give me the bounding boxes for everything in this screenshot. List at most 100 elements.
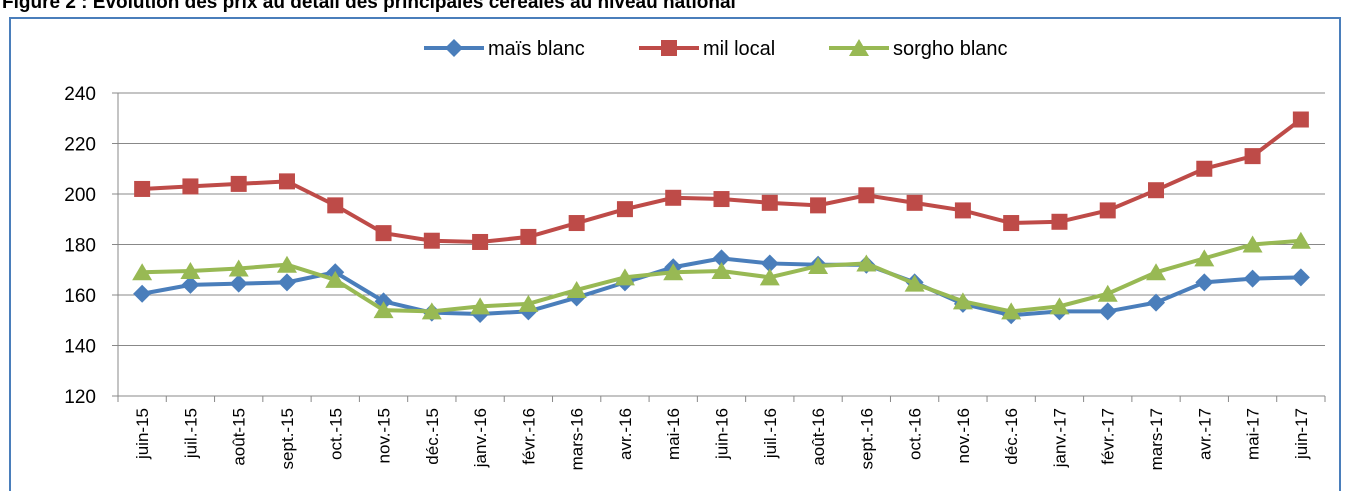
- point: [327, 197, 344, 214]
- point: [810, 197, 827, 214]
- point: [229, 274, 248, 293]
- x-tick-label: avr.-17: [1195, 408, 1214, 460]
- x-tick-label: mars-16: [568, 408, 587, 470]
- x-tick-label: oct.-16: [906, 408, 925, 460]
- point: [761, 194, 778, 211]
- point: [952, 292, 973, 310]
- point: [568, 215, 585, 232]
- x-tick-label: août-16: [809, 408, 828, 466]
- point: [906, 194, 923, 211]
- x-tick-label: juin-15: [133, 408, 152, 460]
- point: [1291, 268, 1310, 287]
- y-tick-label: 160: [64, 286, 96, 307]
- point: [1051, 213, 1068, 230]
- point: [181, 275, 200, 294]
- x-tick-label: févr.-17: [1099, 408, 1118, 465]
- point: [421, 302, 442, 320]
- point: [325, 270, 346, 288]
- x-tick-label: déc.-15: [423, 408, 442, 465]
- point: [954, 202, 971, 219]
- y-tick-label: 240: [64, 84, 96, 105]
- x-tick-label: janv.-17: [1050, 408, 1069, 468]
- point: [1194, 249, 1215, 267]
- point: [423, 232, 440, 249]
- point: [132, 263, 153, 281]
- point: [1049, 297, 1070, 315]
- point: [1243, 269, 1262, 288]
- point: [1292, 111, 1309, 128]
- y-tick-label: 200: [64, 185, 96, 206]
- point: [1244, 148, 1261, 165]
- legend-marker: [661, 40, 677, 56]
- x-tick-label: juin-17: [1292, 408, 1311, 460]
- point: [375, 225, 392, 242]
- point: [711, 262, 732, 280]
- x-tick-label: nov.-15: [375, 408, 394, 463]
- x-tick-label: mai-17: [1244, 408, 1263, 460]
- point: [1148, 182, 1165, 199]
- point: [1147, 293, 1166, 312]
- point: [1146, 263, 1167, 281]
- point: [760, 254, 779, 273]
- x-tick-label: juin-16: [713, 408, 732, 460]
- point: [858, 187, 875, 204]
- point: [276, 255, 297, 273]
- point: [1001, 302, 1022, 320]
- series: [133, 249, 1310, 325]
- point: [472, 233, 489, 250]
- point: [1099, 202, 1116, 219]
- point: [1097, 284, 1118, 302]
- point: [712, 249, 731, 268]
- x-tick-label: sept.-15: [278, 408, 297, 469]
- x-tick-label: mars-17: [1147, 408, 1166, 470]
- point: [1242, 235, 1263, 253]
- point: [759, 268, 780, 286]
- point: [713, 191, 730, 208]
- point: [566, 280, 587, 298]
- point: [1195, 273, 1214, 292]
- point: [373, 301, 394, 319]
- point: [1290, 231, 1311, 249]
- y-tick-label: 140: [64, 337, 96, 358]
- point: [1098, 302, 1117, 321]
- y-tick-label: 120: [64, 387, 96, 408]
- point: [278, 173, 295, 190]
- x-tick-label: nov.-16: [954, 408, 973, 463]
- y-tick-label: 220: [64, 135, 96, 156]
- point: [520, 228, 537, 245]
- point: [230, 175, 247, 192]
- chart-frame: [9, 17, 1341, 491]
- point: [665, 189, 682, 206]
- x-tick-label: janv.-16: [471, 408, 490, 468]
- point: [518, 294, 539, 312]
- point: [133, 284, 152, 303]
- legend-marker: [445, 39, 463, 57]
- point: [616, 201, 633, 218]
- point: [904, 274, 925, 292]
- chart-title: Figure 2 : Evolution des prix au détail …: [2, 0, 736, 13]
- legend-label: sorgho blanc: [893, 38, 1008, 60]
- x-tick-label: juil.-15: [181, 408, 200, 459]
- point: [134, 180, 151, 197]
- x-tick-label: sept.-16: [857, 408, 876, 469]
- legend-label: maïs blanc: [488, 38, 585, 60]
- point: [228, 259, 249, 277]
- x-tick-label: avr.-16: [616, 408, 635, 460]
- point: [614, 268, 635, 286]
- x-tick-label: oct.-15: [326, 408, 345, 460]
- point: [856, 254, 877, 272]
- point: [180, 262, 201, 280]
- series: [134, 111, 1309, 250]
- x-tick-label: mai-16: [664, 408, 683, 460]
- x-tick-label: févr.-16: [519, 408, 538, 465]
- series: [132, 231, 1311, 320]
- point: [1196, 160, 1213, 177]
- point: [1003, 215, 1020, 232]
- point: [182, 178, 199, 195]
- y-tick-label: 180: [64, 236, 96, 257]
- point: [470, 297, 491, 315]
- x-tick-label: déc.-16: [1002, 408, 1021, 465]
- legend-marker: [849, 39, 869, 56]
- point: [663, 263, 684, 281]
